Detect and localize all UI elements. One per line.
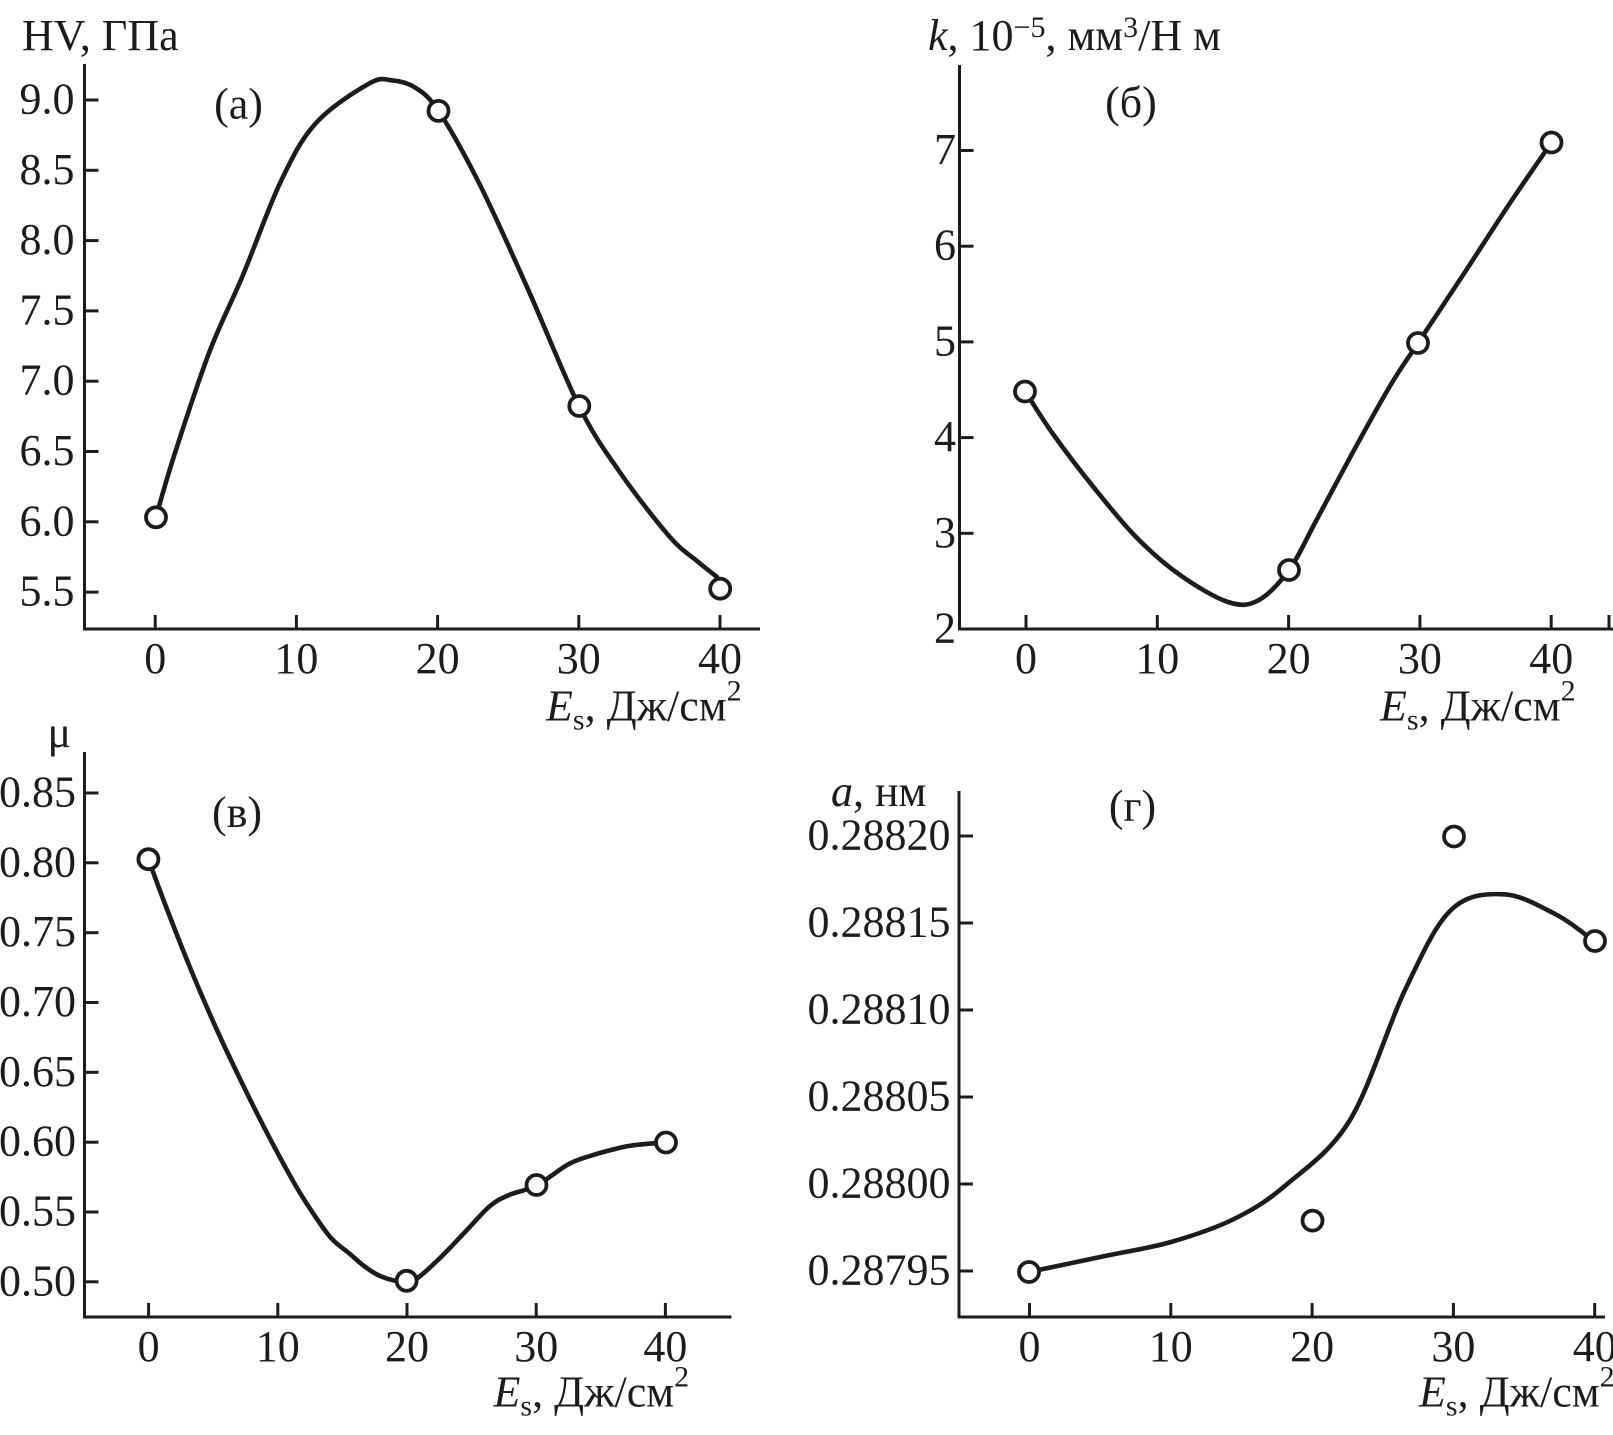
svg-text:0: 0: [1015, 634, 1037, 683]
svg-text:Es, Дж/см2: Es, Дж/см2: [545, 675, 742, 737]
svg-text:0.28795: 0.28795: [808, 1246, 951, 1295]
svg-text:0: 0: [138, 1322, 160, 1371]
svg-text:0.50: 0.50: [0, 1256, 76, 1305]
svg-text:k, 10−5, мм3/Н м: k, 10−5, мм3/Н м: [928, 11, 1221, 60]
svg-text:7.0: 7.0: [20, 356, 75, 405]
svg-text:(а): (а): [214, 80, 263, 129]
svg-text:40: 40: [698, 634, 742, 683]
svg-text:2: 2: [934, 604, 956, 653]
svg-text:30: 30: [514, 1322, 558, 1371]
svg-text:20: 20: [1267, 634, 1311, 683]
svg-text:5: 5: [934, 316, 956, 365]
svg-text:0: 0: [1019, 1322, 1041, 1371]
svg-text:20: 20: [1290, 1322, 1334, 1371]
svg-text:0.28820: 0.28820: [808, 811, 951, 860]
svg-text:8.0: 8.0: [20, 215, 75, 264]
svg-text:6: 6: [934, 221, 956, 270]
svg-text:0.75: 0.75: [0, 907, 76, 956]
svg-text:Es, Дж/см2: Es, Дж/см2: [493, 1361, 690, 1423]
svg-text:a, нм: a, нм: [831, 767, 926, 816]
svg-text:8.5: 8.5: [20, 145, 75, 194]
svg-text:0: 0: [144, 634, 166, 683]
svg-text:30: 30: [557, 634, 601, 683]
svg-text:3: 3: [934, 508, 956, 557]
svg-text:0.28815: 0.28815: [808, 898, 951, 947]
svg-text:30: 30: [1398, 634, 1442, 683]
svg-text:Es, Дж/см2: Es, Дж/см2: [1418, 1361, 1613, 1423]
svg-text:40: 40: [1529, 634, 1573, 683]
svg-text:4: 4: [934, 412, 956, 461]
svg-text:6.5: 6.5: [20, 426, 75, 475]
svg-text:HV, ГПа: HV, ГПа: [22, 11, 179, 60]
svg-text:9.0: 9.0: [20, 75, 75, 124]
svg-text:10: 10: [274, 634, 318, 683]
svg-text:10: 10: [1149, 1322, 1193, 1371]
svg-text:0.85: 0.85: [0, 768, 76, 817]
svg-text:7: 7: [934, 125, 956, 174]
svg-text:10: 10: [256, 1322, 300, 1371]
svg-text:40: 40: [643, 1322, 687, 1371]
svg-text:7.5: 7.5: [20, 285, 75, 334]
svg-text:10: 10: [1135, 634, 1179, 683]
svg-text:6.0: 6.0: [20, 496, 75, 545]
svg-text:20: 20: [416, 634, 460, 683]
svg-text:(г): (г): [1109, 782, 1156, 831]
svg-text:0.70: 0.70: [0, 977, 76, 1026]
svg-text:0.80: 0.80: [0, 837, 76, 886]
svg-text:(б): (б): [1105, 78, 1157, 127]
svg-text:0.55: 0.55: [0, 1186, 76, 1235]
svg-text:0.65: 0.65: [0, 1047, 76, 1096]
svg-text:0.28805: 0.28805: [808, 1072, 951, 1121]
svg-text:20: 20: [385, 1322, 429, 1371]
svg-text:5.5: 5.5: [20, 567, 75, 616]
svg-text:40: 40: [1573, 1322, 1613, 1371]
svg-text:Es, Дж/см2: Es, Дж/см2: [1379, 675, 1576, 737]
svg-text:μ: μ: [48, 708, 72, 757]
svg-text:0.28800: 0.28800: [808, 1159, 951, 1208]
svg-text:(в): (в): [212, 788, 262, 837]
svg-text:0.60: 0.60: [0, 1117, 76, 1166]
svg-text:0.28810: 0.28810: [808, 985, 951, 1034]
svg-text:30: 30: [1431, 1322, 1475, 1371]
